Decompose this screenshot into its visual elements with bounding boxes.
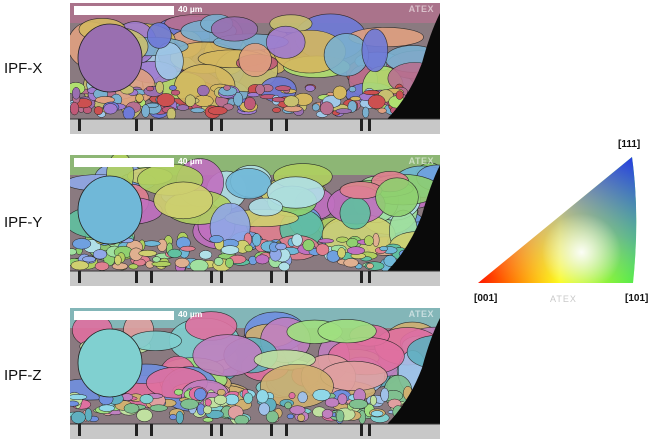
row-label-ipf-y: IPF-Y — [4, 214, 43, 231]
ipf-y-grains — [70, 155, 440, 286]
label-101: [101] — [625, 293, 649, 304]
ipf-x-map: 40 µm ATEX — [70, 3, 440, 134]
scale-bar — [74, 311, 174, 320]
ipf-y-map: 40 µm ATEX — [70, 155, 440, 286]
ipf-x-grains — [70, 3, 440, 134]
scale-bar-label: 40 µm — [178, 309, 203, 319]
scale-bar — [74, 158, 174, 167]
atex-watermark: ATEX — [408, 156, 434, 166]
legend-atex-watermark: ATEX — [550, 294, 577, 304]
atex-watermark: ATEX — [408, 4, 434, 14]
ipf-color-key: [111] [001] [101] ATEX — [470, 135, 650, 310]
scale-bar — [74, 6, 174, 15]
row-label-ipf-z: IPF-Z — [4, 367, 42, 384]
ipf-z-map: 40 µm ATEX — [70, 308, 440, 439]
label-111: [111] — [618, 139, 641, 150]
ipf-z-grains — [70, 308, 440, 439]
ipf-triangle — [478, 157, 637, 283]
atex-watermark: ATEX — [408, 309, 434, 319]
scale-bar-label: 40 µm — [178, 156, 203, 166]
label-001: [001] — [474, 293, 498, 304]
scale-bar-label: 40 µm — [178, 4, 203, 14]
row-label-ipf-x: IPF-X — [4, 60, 43, 77]
